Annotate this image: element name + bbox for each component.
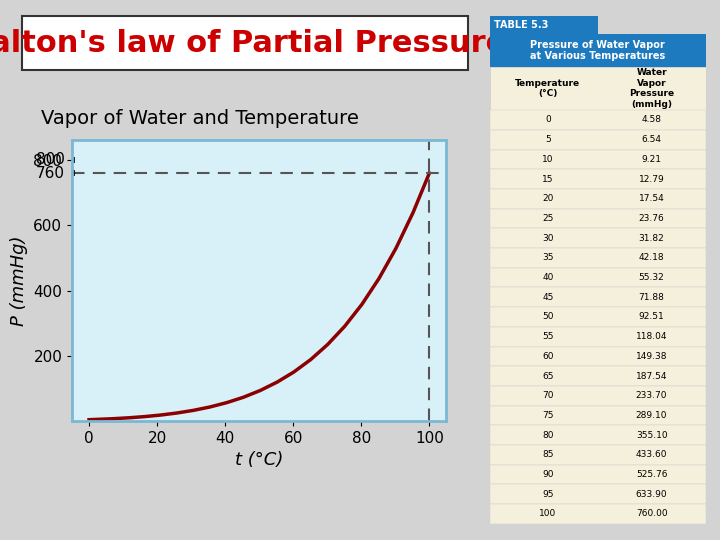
Text: 55: 55 [542, 332, 554, 341]
Text: 65: 65 [542, 372, 554, 381]
Text: 70: 70 [542, 392, 554, 400]
FancyBboxPatch shape [22, 16, 468, 70]
Text: 4.58: 4.58 [642, 116, 662, 124]
Bar [490, 406, 706, 426]
Bar [490, 307, 706, 327]
Bar [490, 130, 706, 150]
Text: 17.54: 17.54 [639, 194, 665, 203]
X-axis label: t (°C): t (°C) [235, 451, 284, 469]
Text: Temperature
(°C): Temperature (°C) [516, 79, 580, 98]
Bar [490, 67, 706, 110]
Text: 760: 760 [36, 166, 66, 180]
Bar [490, 366, 706, 386]
Text: 12.79: 12.79 [639, 174, 665, 184]
Text: 23.76: 23.76 [639, 214, 665, 223]
Text: 75: 75 [542, 411, 554, 420]
Text: 30: 30 [542, 234, 554, 242]
Text: 31.82: 31.82 [639, 234, 665, 242]
Bar [490, 248, 706, 268]
Text: 233.70: 233.70 [636, 392, 667, 400]
Text: TABLE 5.3: TABLE 5.3 [494, 20, 549, 30]
Bar [490, 34, 706, 67]
Bar [490, 16, 598, 34]
Text: 92.51: 92.51 [639, 313, 665, 321]
Text: 760.00: 760.00 [636, 509, 667, 518]
Bar [490, 208, 706, 228]
Bar [490, 465, 706, 484]
Text: 35: 35 [542, 253, 554, 262]
Text: Vapor of Water and Temperature: Vapor of Water and Temperature [42, 109, 359, 129]
Bar [490, 484, 706, 504]
Text: 10: 10 [542, 155, 554, 164]
Bar [490, 110, 706, 130]
Bar [490, 189, 706, 208]
Text: 800: 800 [36, 152, 66, 167]
Text: 6.54: 6.54 [642, 135, 662, 144]
Text: 40: 40 [542, 273, 554, 282]
Bar [490, 426, 706, 445]
Text: 71.88: 71.88 [639, 293, 665, 302]
Text: 42.18: 42.18 [639, 253, 665, 262]
Bar [490, 268, 706, 287]
Text: 85: 85 [542, 450, 554, 460]
Text: 80: 80 [542, 431, 554, 440]
Text: 289.10: 289.10 [636, 411, 667, 420]
Text: Pressure of Water Vapor
at Various Temperatures: Pressure of Water Vapor at Various Tempe… [530, 39, 665, 61]
Text: 0: 0 [545, 116, 551, 124]
Text: 15: 15 [542, 174, 554, 184]
Text: 95: 95 [542, 490, 554, 499]
Text: 25: 25 [542, 214, 554, 223]
Text: 433.60: 433.60 [636, 450, 667, 460]
Y-axis label: P (mmHg): P (mmHg) [10, 235, 28, 326]
Text: 100: 100 [539, 509, 557, 518]
Text: 50: 50 [542, 313, 554, 321]
Text: 525.76: 525.76 [636, 470, 667, 479]
Text: Water
Vapor
Pressure
(mmHg): Water Vapor Pressure (mmHg) [629, 69, 674, 109]
Bar [490, 386, 706, 406]
Text: 90: 90 [542, 470, 554, 479]
Text: 55.32: 55.32 [639, 273, 665, 282]
Bar [490, 327, 706, 347]
Bar [490, 504, 706, 524]
Text: 149.38: 149.38 [636, 352, 667, 361]
Text: 9.21: 9.21 [642, 155, 662, 164]
Text: 355.10: 355.10 [636, 431, 667, 440]
Text: 45: 45 [542, 293, 554, 302]
Text: 118.04: 118.04 [636, 332, 667, 341]
Text: 20: 20 [542, 194, 554, 203]
Text: 5: 5 [545, 135, 551, 144]
Bar [490, 169, 706, 189]
Bar [490, 287, 706, 307]
Bar [490, 150, 706, 169]
Bar [490, 228, 706, 248]
Bar [490, 445, 706, 465]
Text: Dalton's law of Partial Pressures: Dalton's law of Partial Pressures [0, 29, 525, 58]
Text: 60: 60 [542, 352, 554, 361]
Bar [490, 347, 706, 366]
Text: 633.90: 633.90 [636, 490, 667, 499]
Text: 187.54: 187.54 [636, 372, 667, 381]
